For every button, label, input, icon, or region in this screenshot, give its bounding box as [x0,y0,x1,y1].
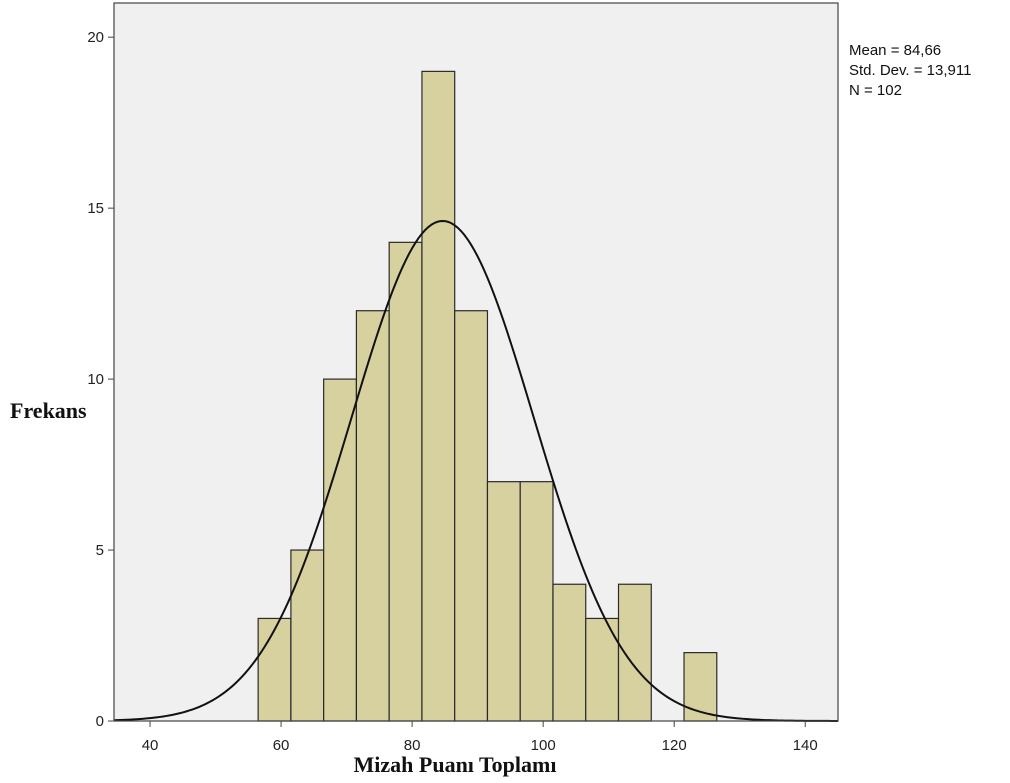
y-tick-label: 15 [87,200,104,217]
histogram-bar [290,549,325,722]
histogram-bar [421,70,456,722]
histogram-bar [323,378,358,722]
x-axis-title: Mizah Puanı Toplamı [354,752,557,777]
stats-box: Mean = 84,66 Std. Dev. = 13,911 N = 102 [849,42,971,99]
y-axis-title: Frekans [10,398,87,423]
plot-frame [113,2,839,722]
stats-n: N = 102 [849,82,902,99]
x-tick-label: 60 [273,737,290,754]
x-axis: 40 60 80 100 120 140 [142,721,818,754]
histogram-bar [388,241,423,722]
histogram-bar [552,583,587,722]
normal-distribution-curve [113,219,839,722]
histogram-bar [257,617,292,722]
histogram-bar [683,652,718,722]
y-tick-label: 20 [87,29,104,46]
histogram-bar [355,310,390,722]
x-tick-label: 120 [662,737,687,754]
stats-std-dev: Std. Dev. = 13,911 [849,62,971,79]
y-tick-label: 5 [96,542,104,559]
x-tick-label: 80 [404,737,421,754]
stats-mean: Mean = 84,66 [849,42,941,59]
histogram-bar [486,481,521,722]
y-tick-label: 10 [87,371,104,388]
histogram-bar [519,481,554,722]
x-tick-label: 40 [142,737,159,754]
x-tick-label: 140 [793,737,818,754]
x-tick-label: 100 [531,737,556,754]
histogram-bar [454,310,489,722]
bars-layer [257,70,718,722]
y-axis: 0 5 10 15 20 [87,29,114,730]
y-tick-label: 0 [96,713,104,730]
